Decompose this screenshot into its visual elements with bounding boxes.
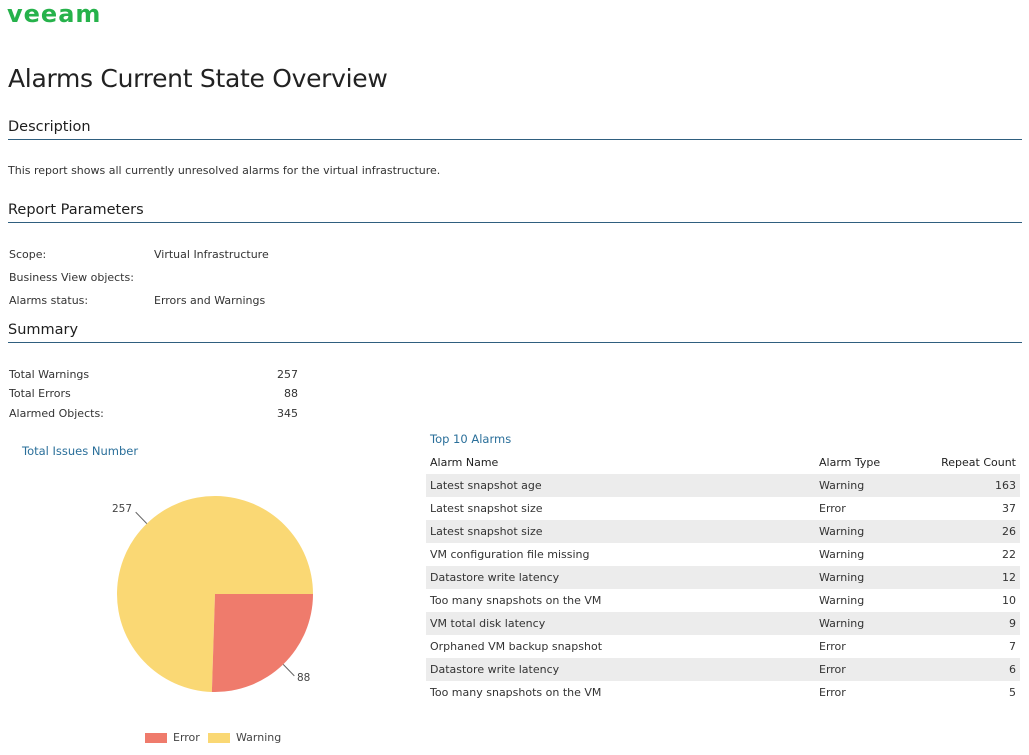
param-value: Virtual Infrastructure [154,248,269,261]
alarm-type-cell: Warning [819,594,865,607]
summary-value: 345 [277,407,298,420]
table-row: Latest snapshot age Warning 163 [426,474,1020,497]
alarm-name-cell: Latest snapshot size [430,502,543,515]
legend-swatch-warning [208,732,230,743]
repeat-count-cell: 7 [1009,640,1016,653]
alarm-type-cell: Error [819,686,846,699]
pie-label-warning: 257 [112,503,132,515]
page-title: Alarms Current State Overview [8,64,388,93]
repeat-count-cell: 12 [923,566,1020,589]
label-leader-error [282,664,295,677]
total-issues-pie-chart: 257 88 [112,496,313,692]
section-summary: Summary [8,322,1022,343]
column-header-alarm-type: Alarm Type [819,456,881,469]
top-alarms-table: Alarm Name Alarm Type Repeat Count Lates… [426,451,1020,704]
legend-swatch-error [145,732,167,743]
description-text: This report shows all currently unresolv… [8,164,441,177]
table-row: Datastore write latency Warning 12 [426,566,1020,589]
alarm-name-cell: Datastore write latency [426,566,815,589]
chart-title: Total Issues Number [22,444,139,458]
veeam-logo: veeam [7,3,101,25]
logo-text: veeam [7,3,101,25]
summary-label: Total Errors [9,387,71,400]
repeat-count-cell: 5 [1009,686,1016,699]
alarm-name-cell: Orphaned VM backup snapshot [430,640,603,653]
table-header-row: Alarm Name Alarm Type Repeat Count [426,451,1020,474]
repeat-count-cell: 22 [1002,548,1016,561]
section-description: Description [8,119,1022,140]
table-row: Latest snapshot size Error 37 [426,497,1020,520]
alarm-name-cell: Latest snapshot size [426,520,815,543]
param-label: Business View objects: [9,271,134,284]
alarm-name-cell: Latest snapshot age [426,474,815,497]
label-leader-warning [135,511,148,524]
repeat-count-cell: 6 [923,658,1020,681]
param-value: Errors and Warnings [154,294,266,307]
alarm-name-cell: VM configuration file missing [430,548,590,561]
section-report-parameters: Report Parameters [8,202,1022,223]
summary-value: 88 [284,387,298,400]
alarm-name-cell: Too many snapshots on the VM [430,686,602,699]
alarm-name-cell: VM total disk latency [426,612,815,635]
table-row: VM total disk latency Warning 9 [426,612,1020,635]
legend-item-error: Error [145,731,200,744]
summary-value: 257 [277,368,298,381]
alarm-type-cell: Warning [815,520,923,543]
repeat-count-cell: 26 [923,520,1020,543]
column-header-alarm-name: Alarm Name [430,456,499,469]
alarm-type-cell: Error [819,502,846,515]
repeat-count-cell: 37 [1002,502,1016,515]
alarm-type-cell: Error [815,658,923,681]
alarm-type-cell: Warning [815,566,923,589]
table-row: Too many snapshots on the VM Error 5 [426,681,1020,704]
alarm-type-cell: Error [819,640,846,653]
alarm-name-cell: Datastore write latency [426,658,815,681]
alarm-type-cell: Warning [819,548,865,561]
alarm-type-cell: Warning [815,474,923,497]
table-row: Latest snapshot size Warning 26 [426,520,1020,543]
alarm-type-cell: Warning [815,612,923,635]
legend-label-warning: Warning [236,731,282,744]
column-header-repeat-count: Repeat Count [941,456,1016,469]
repeat-count-cell: 163 [923,474,1020,497]
summary-label: Total Warnings [9,368,90,381]
table-row: Datastore write latency Error 6 [426,658,1020,681]
summary-label: Alarmed Objects: [9,407,104,420]
pie-slice-error [211,594,313,692]
legend-label-error: Error [173,731,200,744]
repeat-count-cell: 10 [1002,594,1016,607]
alarm-name-cell: Too many snapshots on the VM [430,594,602,607]
legend-item-warning: Warning [208,731,281,744]
param-label: Alarms status: [9,294,89,307]
table-row: Orphaned VM backup snapshot Error 7 [426,635,1020,658]
top-alarms-title: Top 10 Alarms [430,432,512,446]
pie-slice-warning [116,496,313,692]
param-label: Scope: [9,248,47,261]
table-row: Too many snapshots on the VM Warning 10 [426,589,1020,612]
repeat-count-cell: 9 [923,612,1020,635]
pie-label-error: 88 [297,672,310,684]
table-row: VM configuration file missing Warning 22 [426,543,1020,566]
